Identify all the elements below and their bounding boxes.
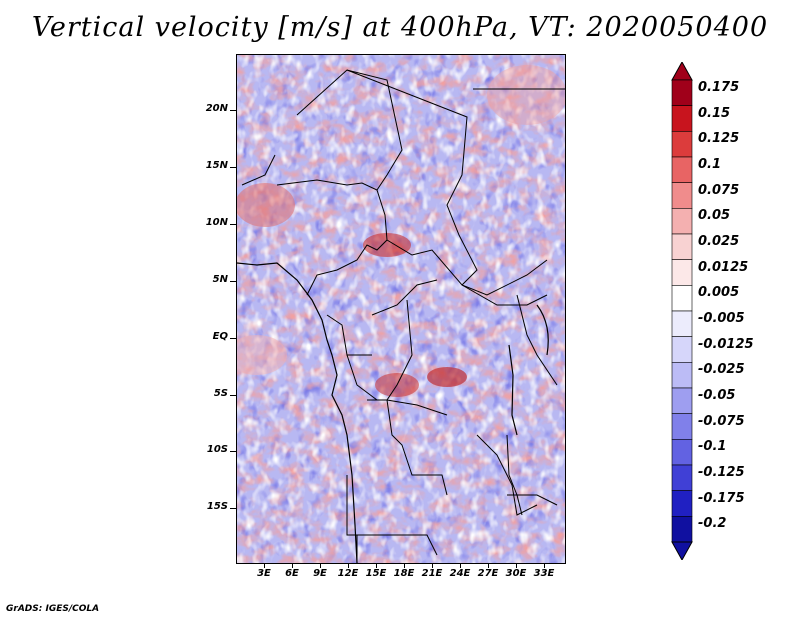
- colorbar-arrow-bottom: [671, 541, 693, 560]
- colorbar-label: -0.175: [698, 490, 745, 506]
- colorbar: [671, 62, 693, 560]
- colorbar-segment: [671, 516, 693, 543]
- colorbar-label: -0.075: [698, 413, 745, 429]
- colorbar-segment: [671, 413, 693, 440]
- colorbar-segment: [671, 131, 693, 158]
- colorbar-segment: [671, 285, 693, 312]
- colorbar-segment: [671, 105, 693, 132]
- velocity-field: [237, 55, 565, 563]
- lon-label: 12E: [337, 568, 359, 579]
- lon-label: 6E: [285, 568, 299, 579]
- colorbar-label: -0.005: [698, 311, 745, 326]
- lon-label: 21E: [421, 568, 443, 579]
- lon-label: 33E: [533, 568, 555, 579]
- colorbar-label: 0.125: [698, 131, 740, 147]
- lat-label: 20N: [205, 103, 228, 114]
- plot-title: Vertical velocity [m/s] at 400hPa, VT: 2…: [31, 12, 769, 43]
- map-panel[interactable]: [236, 54, 566, 564]
- colorbar-segment: [671, 156, 693, 183]
- lat-label: 10S: [206, 444, 228, 455]
- lon-label: 3E: [257, 568, 271, 579]
- colorbar-label: -0.05: [698, 388, 736, 403]
- colorbar-segment: [671, 387, 693, 414]
- lon-label: 24E: [449, 568, 471, 579]
- lon-label: 27E: [477, 568, 499, 579]
- colorbar-label: 0.075: [698, 182, 740, 198]
- colorbar-segment: [671, 182, 693, 209]
- lon-label: 30E: [505, 568, 527, 579]
- colorbar-segment: [671, 79, 693, 106]
- colorbar-segment: [671, 233, 693, 260]
- colorbar-label: 0.15: [698, 105, 731, 121]
- colorbar-segment: [671, 362, 693, 389]
- lon-label: 15E: [365, 568, 387, 579]
- lat-label: 5N: [212, 274, 228, 285]
- lat-label: 15N: [205, 160, 228, 171]
- lat-label: 15S: [206, 501, 228, 512]
- colorbar-label: -0.125: [698, 465, 745, 480]
- colorbar-segment: [671, 208, 693, 235]
- colorbar-segment: [671, 464, 693, 491]
- colorbar-label: 0.175: [698, 80, 740, 95]
- colorbar-segment: [671, 490, 693, 517]
- colorbar-label: 0.1: [698, 157, 722, 172]
- lon-label: 18E: [393, 568, 415, 579]
- colorbar-label: -0.1: [698, 439, 727, 455]
- credit-text: GrADS: IGES/COLA: [6, 604, 100, 614]
- colorbar-arrow-top: [671, 62, 693, 81]
- colorbar-label: -0.025: [698, 362, 745, 378]
- colorbar-label: 0.05: [698, 208, 731, 224]
- colorbar-segment: [671, 310, 693, 337]
- lat-label: 10N: [205, 217, 228, 228]
- lon-label: 9E: [313, 568, 327, 579]
- colorbar-segment: [671, 259, 693, 286]
- lat-label: EQ: [212, 331, 228, 342]
- colorbar-label: -0.2: [698, 516, 727, 532]
- colorbar-label: 0.0125: [698, 259, 749, 275]
- colorbar-segment: [671, 439, 693, 466]
- colorbar-segment: [671, 336, 693, 363]
- colorbar-label: 0.025: [698, 234, 740, 249]
- lat-label: 5S: [213, 388, 228, 399]
- colorbar-label: 0.005: [698, 285, 740, 301]
- colorbar-label: -0.0125: [698, 336, 754, 352]
